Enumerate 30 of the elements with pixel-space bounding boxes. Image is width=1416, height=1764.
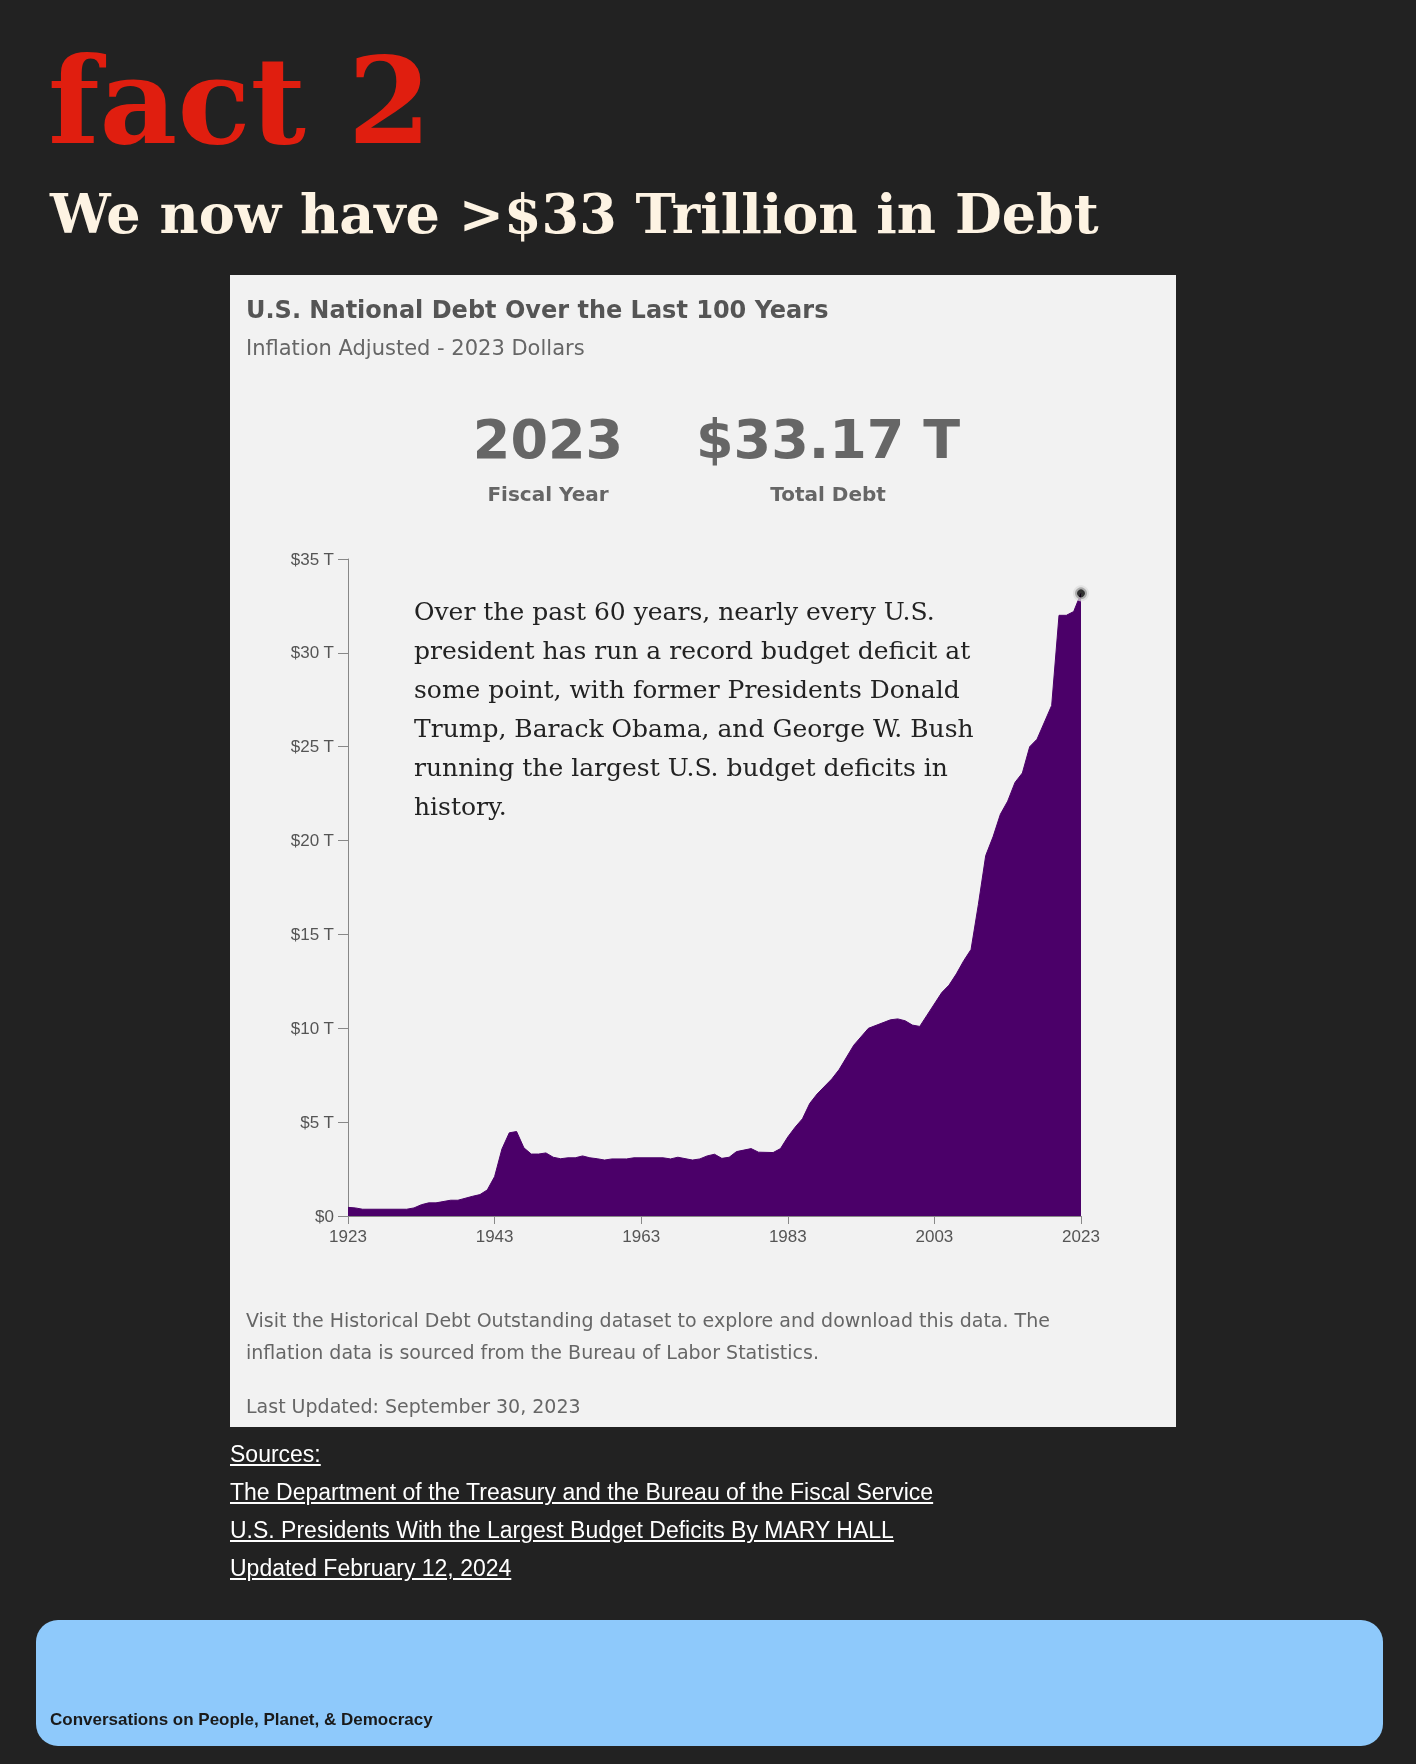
text: Updated February 12, 2024 — [230, 1555, 512, 1582]
x-tick-label: 1943 — [475, 1227, 514, 1246]
chart-subtitle: Inflation Adjusted - 2023 Dollars — [246, 336, 585, 360]
source-note: Sources: — [230, 1441, 321, 1468]
text: Visit the Historical Debt Outstanding dataset to explore and download this data. The inflation data is sourced from the Bureau of Labor Statistics. — [246, 1308, 1051, 1365]
text: 2023 — [472, 408, 624, 471]
text: Fiscal Year — [487, 482, 609, 506]
y-tick-label: $0 — [315, 1206, 334, 1226]
y-tick-label: $35 T — [290, 549, 334, 569]
text: We now have >$33 Trillion in Debt — [50, 182, 1099, 246]
text: The Department of the Treasury and the Bureau of the Fiscal Service — [230, 1479, 934, 1506]
annotation: Over the past 60 years, nearly every U.S. president has run a record budget deficit at some point, with former Presidents Donald Trump, Barack Obama, and George W. Bush running the largest U.S. budget deficits in history. — [414, 596, 974, 823]
text: Last Updated: September 30, 2023 — [246, 1395, 581, 1417]
x-tick-label: 2003 — [915, 1227, 954, 1246]
y-tick-label: $20 T — [290, 831, 334, 851]
y-tick-label: $15 T — [290, 924, 334, 944]
text: U.S. Presidents With the Largest Budget Deficits By MARY HALL — [230, 1517, 894, 1544]
text: fact 2 — [48, 30, 432, 171]
text: Conversations on People, Planet, & Democracy — [50, 1710, 433, 1730]
chart-title: U.S. National Debt Over the Last 100 Years — [246, 296, 829, 324]
x-tick-label: 1963 — [622, 1227, 661, 1246]
x-tick-label: 2023 — [1062, 1227, 1100, 1246]
y-tick-label: $25 T — [290, 737, 334, 757]
y-tick-label: $10 T — [290, 1018, 334, 1038]
x-tick-label: 1983 — [768, 1227, 807, 1246]
y-tick-label: $5 T — [300, 1112, 334, 1132]
text: $33.17 T — [695, 408, 961, 471]
y-tick-label: $30 T — [290, 643, 334, 663]
x-tick-label: 1923 — [329, 1227, 367, 1246]
text: Total Debt — [770, 482, 886, 506]
